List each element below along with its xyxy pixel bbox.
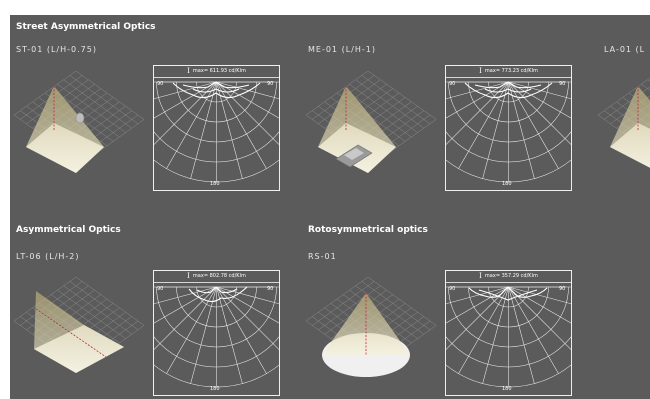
intensity-max-text: max= 773.23 cd/Klm	[484, 68, 538, 74]
polar-frame	[445, 65, 572, 191]
angle-label-bottom: 180	[210, 386, 220, 392]
angle-label-bottom: 180	[210, 181, 220, 187]
angle-label-left: 90	[449, 81, 456, 87]
section-title-street-asymmetrical: Street Asymmetrical Optics	[16, 22, 156, 32]
pedestrian-shape	[75, 112, 85, 124]
iso-illustration-lt-06	[14, 276, 145, 373]
light-beam	[318, 86, 396, 173]
optic-label-st-01: ST-01 (L/H-0.75)	[16, 45, 97, 54]
intensity-symbol: I	[187, 67, 190, 75]
intensity-max-text: max= 357.29 cd/Klm	[484, 273, 538, 279]
beam-axis	[35, 308, 107, 358]
intensity-symbol: I	[187, 272, 190, 280]
polar-frame	[153, 65, 280, 191]
intensity-max-text: max= 802.78 cd/Klm	[192, 273, 246, 279]
angle-label-right: 90	[559, 81, 566, 87]
angle-label-right: 90	[267, 286, 274, 292]
section-title-asymmetrical: Asymmetrical Optics	[16, 225, 121, 235]
light-cone	[322, 293, 410, 355]
angle-label-right: 90	[267, 81, 274, 87]
polar-grid	[154, 286, 279, 388]
angle-label-left: 90	[157, 286, 164, 292]
intensity-max-text: max= 611.93 cd/Klm	[192, 68, 246, 74]
intensity-curve	[172, 81, 261, 99]
angle-label-bottom: 180	[502, 181, 512, 187]
polar-frame	[445, 270, 572, 396]
polar-grid	[154, 81, 279, 183]
iso-illustration-st-01	[14, 70, 145, 173]
angle-label-left: 90	[157, 81, 164, 87]
iso-illustration-rs-01	[306, 276, 437, 377]
iso-illustration-me-01	[306, 70, 437, 173]
car-shape	[335, 144, 373, 168]
polar-grid	[446, 81, 571, 183]
light-beam	[26, 86, 104, 173]
intensity-symbol: I	[479, 272, 482, 280]
angle-label-right: 90	[559, 286, 566, 292]
polar-frame	[153, 270, 280, 396]
optic-label-la-01: LA-01 (L	[604, 45, 646, 54]
angle-label-bottom: 180	[502, 386, 512, 392]
intensity-curve	[464, 81, 553, 99]
intensity-symbol: I	[479, 67, 482, 75]
intensity-curve	[468, 286, 548, 301]
light-beam	[610, 86, 650, 168]
optic-label-lt-06: LT-06 (L/H-2)	[16, 252, 80, 261]
iso-illustration-la-01	[598, 77, 650, 168]
photometric-panel: Street Asymmetrical Optics Asymmetrical …	[10, 15, 650, 399]
optic-label-me-01: ME-01 (L/H-1)	[308, 45, 376, 54]
light-beam	[34, 291, 124, 373]
intensity-curve	[188, 286, 248, 303]
angle-label-left: 90	[449, 286, 456, 292]
section-title-rotosymmetrical: Rotosymmetrical optics	[308, 225, 428, 235]
polar-grid	[446, 286, 571, 388]
optic-label-rs-01: RS-01	[308, 252, 337, 261]
